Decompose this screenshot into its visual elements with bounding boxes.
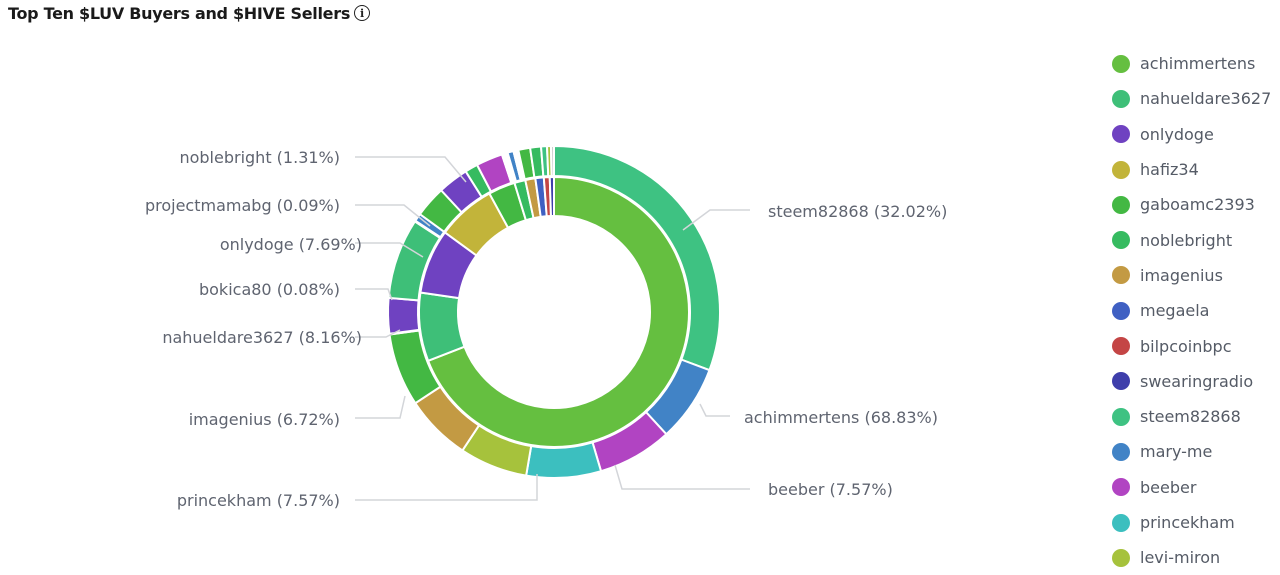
slice-labels: noblebright (1.31%) projectmamabg (0.09%)… <box>145 148 947 510</box>
legend-swatch <box>1112 513 1130 532</box>
legend-label: nahueldare3627 <box>1140 89 1272 109</box>
inner-ring <box>418 175 690 448</box>
legend-swatch <box>1112 266 1130 285</box>
legend-item-nahueldare3627[interactable]: nahueldare3627 <box>1112 81 1277 116</box>
slice-label: projectmamabg (0.09%) <box>145 196 340 215</box>
legend-label: mary-me <box>1140 442 1213 462</box>
legend-label: bilpcoinbpc <box>1140 336 1232 356</box>
chart-title: Top Ten $LUV Buyers and $HIVE Sellers <box>8 3 351 23</box>
slice-label: achimmertens (68.83%) <box>744 408 938 427</box>
legend-swatch <box>1112 407 1130 426</box>
leader-line <box>355 288 393 301</box>
legend-item-imagenius[interactable]: imagenius <box>1112 258 1277 293</box>
leader-line <box>699 403 730 417</box>
legend-item-achimmertens[interactable]: achimmertens <box>1112 46 1277 81</box>
slice-label: princekham (7.57%) <box>177 491 340 510</box>
legend-item-hafiz34[interactable]: hafiz34 <box>1112 152 1277 187</box>
leader-line <box>355 329 401 338</box>
legend-label: swearingradio <box>1140 371 1254 391</box>
legend-swatch <box>1112 231 1130 250</box>
leader-line <box>355 204 431 227</box>
slice-label: nahueldare3627 (8.16%) <box>162 328 362 347</box>
leader-line <box>355 242 424 258</box>
legend-item-swearingradio[interactable]: swearingradio <box>1112 364 1277 399</box>
legend-item-noblebright[interactable]: noblebright <box>1112 222 1277 257</box>
legend-label: gaboamc2393 <box>1140 195 1255 215</box>
legend-swatch <box>1112 195 1130 214</box>
leader-line <box>614 464 750 490</box>
legend-swatch <box>1112 372 1130 391</box>
legend-item-mary-me[interactable]: mary-me <box>1112 434 1277 469</box>
legend-swatch <box>1112 89 1130 108</box>
legend-label: princekham <box>1140 513 1235 532</box>
chart-header: Top Ten $LUV Buyers and $HIVE Sellers i <box>8 2 371 24</box>
info-circle-icon[interactable]: i <box>354 5 371 21</box>
leader-line <box>355 395 406 419</box>
legend-label: megaela <box>1140 301 1210 321</box>
legend-item-steem82868[interactable]: steem82868 <box>1112 399 1277 434</box>
legend-label: achimmertens <box>1140 54 1256 74</box>
legend-swatch <box>1112 160 1130 179</box>
legend-item-levi-miron[interactable]: levi-miron <box>1112 540 1277 575</box>
legend-item-onlydoge[interactable]: onlydoge <box>1112 117 1277 152</box>
legend-swatch <box>1112 442 1130 461</box>
legend-swatch <box>1112 54 1130 73</box>
leader-line <box>355 474 538 501</box>
slice-achimmertens[interactable] <box>426 175 690 448</box>
legend-swatch <box>1112 337 1130 356</box>
leader-line <box>355 156 467 183</box>
legend-label: levi-miron <box>1140 548 1221 568</box>
legend-label: onlydoge <box>1140 124 1214 144</box>
slice-label: onlydoge (7.69%) <box>220 235 362 254</box>
legend-item-beeber[interactable]: beeber <box>1112 470 1277 505</box>
slice-label: imagenius (6.72%) <box>189 410 340 429</box>
slice-princekham[interactable] <box>524 441 603 479</box>
leader-line <box>682 209 750 231</box>
slice-label: bokica80 (0.08%) <box>199 280 340 299</box>
slice-label: noblebright (1.31%) <box>179 148 340 167</box>
legend-label: steem82868 <box>1140 407 1241 427</box>
legend-swatch <box>1112 301 1130 320</box>
slice-bokica80-b[interactable] <box>387 296 421 335</box>
slice-swearingradio[interactable] <box>548 175 555 218</box>
legend-label: noblebright <box>1140 230 1233 250</box>
legend-item-megaela[interactable]: megaela <box>1112 293 1277 328</box>
slice-label: steem82868 (32.02%) <box>768 202 947 221</box>
legend-item-bilpcoinbpc[interactable]: bilpcoinbpc <box>1112 328 1277 363</box>
chart-legend: achimmertens nahueldare3627 onlydoge hafiz3… <box>1112 46 1277 575</box>
donut-chart: noblebright (1.31%) projectmamabg (0.09%)… <box>145 144 947 510</box>
legend-item-gaboamc2393[interactable]: gaboamc2393 <box>1112 187 1277 222</box>
slice-small-3[interactable] <box>549 144 555 178</box>
legend-label: hafiz34 <box>1140 160 1199 180</box>
legend-label: beeber <box>1140 477 1197 497</box>
legend-swatch <box>1112 548 1130 567</box>
legend-item-princekham[interactable]: princekham <box>1112 505 1277 540</box>
legend-swatch <box>1112 125 1130 144</box>
legend-label: imagenius <box>1140 265 1223 285</box>
slice-label: beeber (7.57%) <box>768 480 893 499</box>
legend-swatch <box>1112 478 1130 497</box>
leader-lines <box>355 156 750 501</box>
